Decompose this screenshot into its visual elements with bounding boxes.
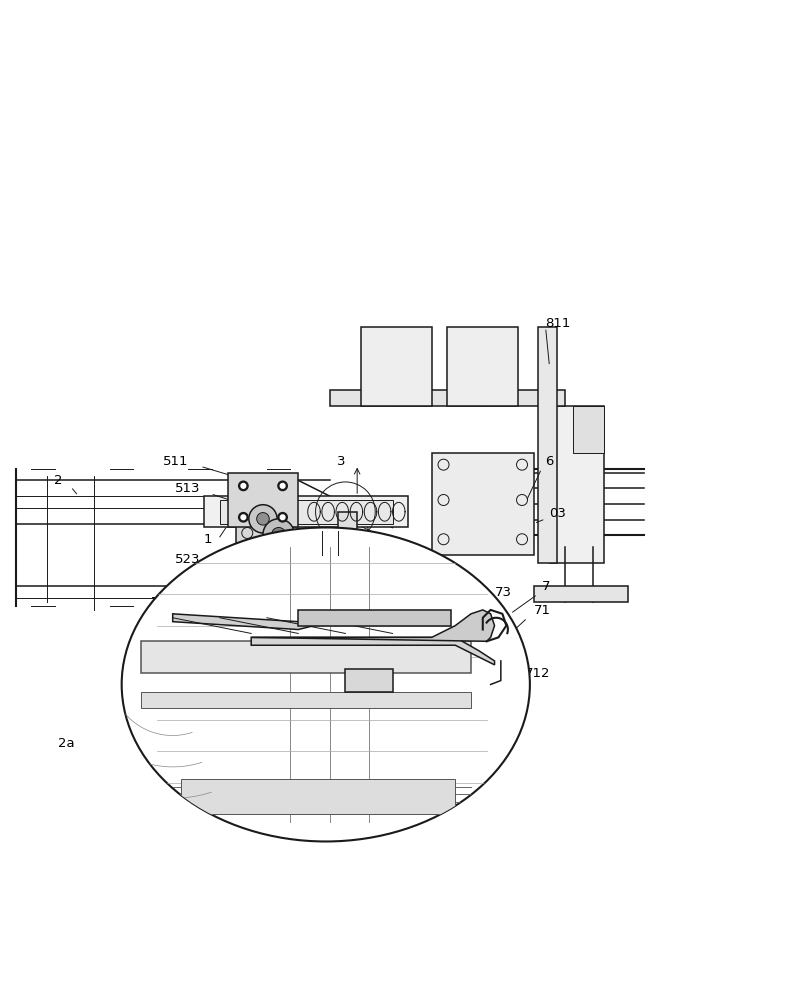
Text: 71: 71	[534, 604, 551, 617]
Ellipse shape	[122, 527, 530, 841]
Polygon shape	[298, 610, 451, 626]
Text: 4: 4	[322, 562, 330, 575]
Polygon shape	[330, 390, 565, 406]
Circle shape	[280, 515, 285, 520]
Circle shape	[278, 481, 287, 491]
Polygon shape	[550, 406, 604, 563]
Polygon shape	[141, 641, 471, 673]
Text: 1: 1	[322, 798, 330, 811]
Text: 2a: 2a	[58, 737, 75, 750]
Text: 513: 513	[175, 482, 200, 495]
Polygon shape	[236, 524, 283, 563]
Polygon shape	[251, 637, 495, 665]
Polygon shape	[220, 500, 392, 524]
Text: 811: 811	[546, 317, 571, 330]
Text: 711: 711	[152, 596, 177, 609]
Polygon shape	[345, 669, 392, 692]
Text: 73: 73	[495, 586, 512, 599]
Polygon shape	[573, 406, 604, 453]
Text: 712: 712	[524, 667, 549, 680]
Text: 1: 1	[203, 533, 212, 546]
Circle shape	[249, 505, 277, 533]
Polygon shape	[251, 610, 495, 641]
Polygon shape	[228, 473, 298, 527]
Text: 2: 2	[255, 696, 263, 709]
Polygon shape	[538, 327, 557, 563]
Circle shape	[257, 513, 269, 525]
Text: 3: 3	[338, 455, 345, 468]
Text: 511: 511	[163, 455, 188, 468]
Text: 03: 03	[550, 507, 566, 520]
Polygon shape	[181, 779, 455, 814]
Polygon shape	[204, 496, 408, 527]
Circle shape	[241, 484, 246, 488]
Circle shape	[241, 515, 246, 520]
Polygon shape	[361, 327, 432, 406]
Polygon shape	[338, 512, 357, 657]
Text: 7: 7	[542, 580, 550, 593]
Polygon shape	[173, 614, 314, 630]
Circle shape	[263, 519, 294, 550]
Text: 523: 523	[175, 553, 200, 566]
Text: 6: 6	[546, 455, 554, 468]
Circle shape	[239, 481, 248, 491]
Polygon shape	[141, 692, 471, 708]
Circle shape	[239, 513, 248, 522]
Circle shape	[280, 484, 285, 488]
Text: 74: 74	[380, 572, 397, 585]
Polygon shape	[432, 453, 534, 555]
Circle shape	[278, 513, 287, 522]
Polygon shape	[338, 649, 377, 657]
Polygon shape	[534, 586, 628, 602]
Circle shape	[272, 527, 286, 542]
Text: 2: 2	[54, 474, 63, 487]
Polygon shape	[447, 327, 518, 406]
Text: 75: 75	[341, 692, 358, 705]
